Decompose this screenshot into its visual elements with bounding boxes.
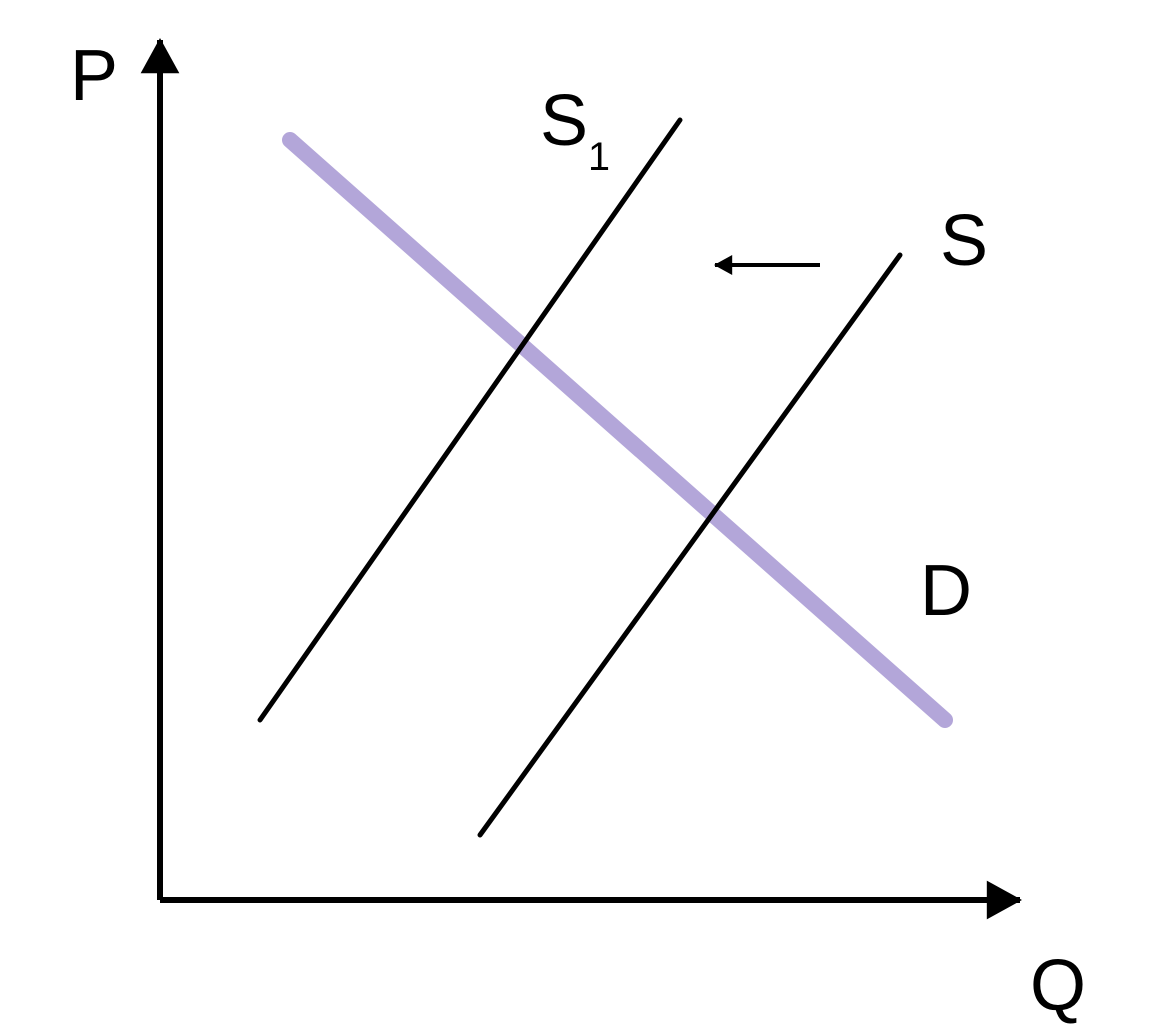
x-axis-label: Q <box>1030 950 1086 1022</box>
supply-curve-label: S <box>940 205 988 277</box>
demand-curve-label: D <box>920 555 972 627</box>
supply-1-label-main: S <box>540 81 588 161</box>
y-axis-label: P <box>70 40 118 112</box>
supply-1-label-sub: 1 <box>588 135 610 179</box>
supply-1-curve-label: S1 <box>540 85 610 168</box>
